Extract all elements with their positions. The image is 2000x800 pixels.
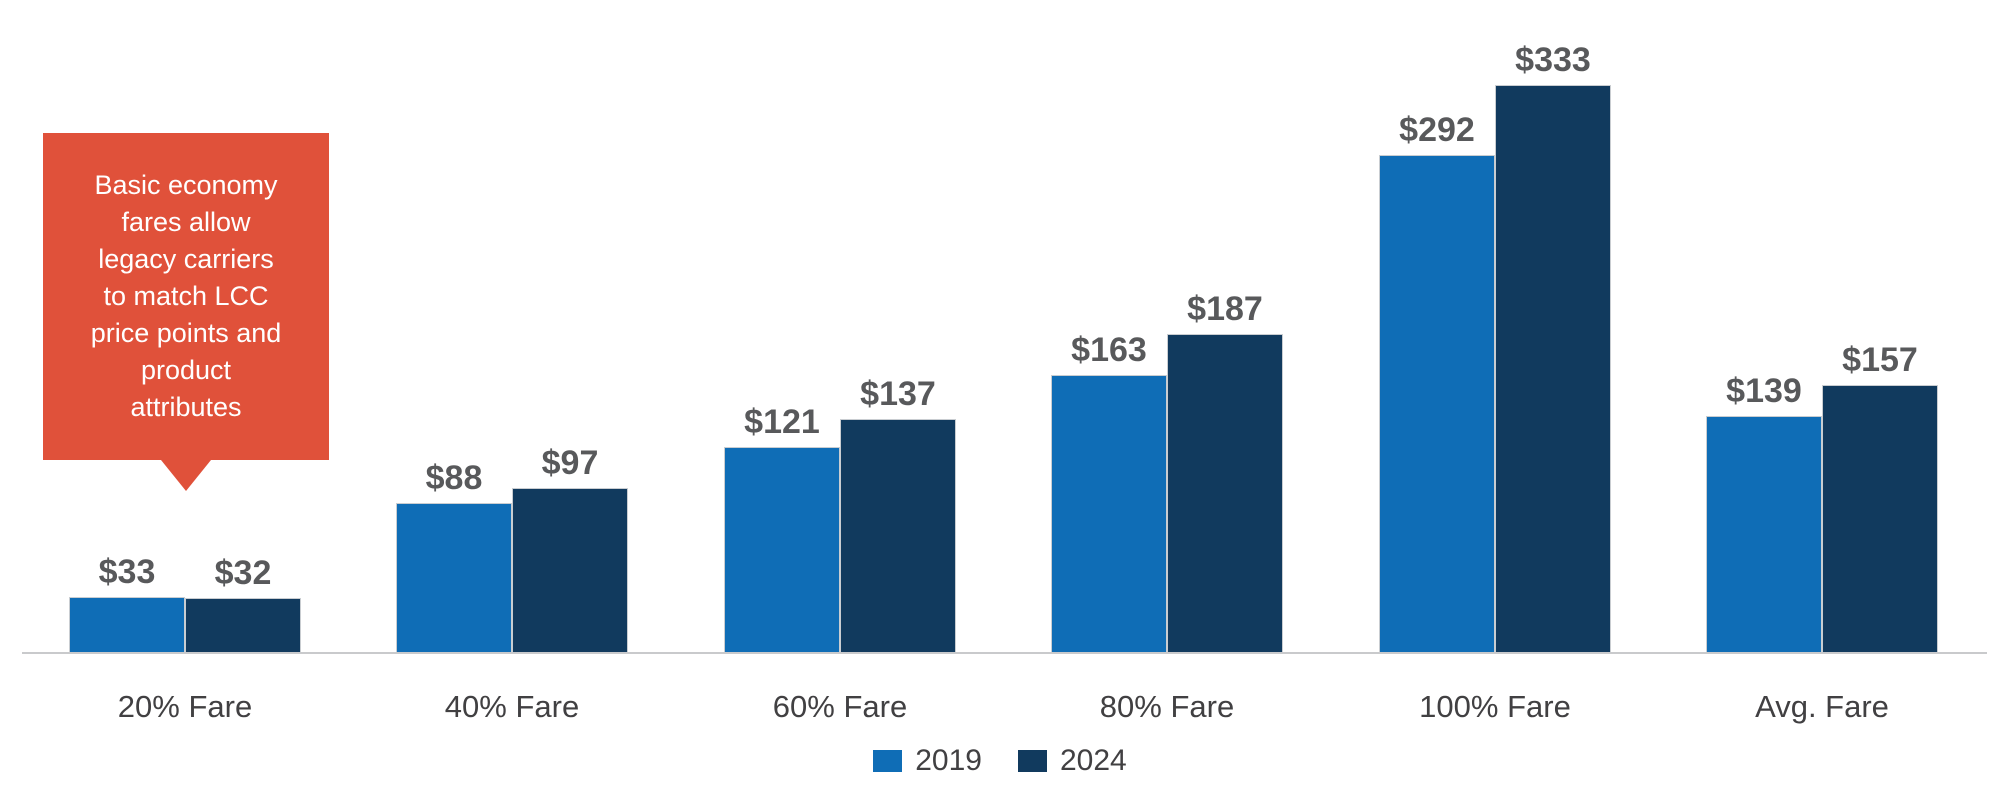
bar-2019-60-fare: $121 — [724, 403, 840, 653]
bar-value-label: $333 — [1515, 41, 1591, 79]
legend-swatch-2019 — [873, 750, 903, 772]
bar-2024-avg-fare: $157 — [1822, 341, 1938, 653]
x-axis-label-80-fare: 80% Fare — [1099, 689, 1235, 724]
bar-value-label: $163 — [1071, 331, 1147, 369]
bar-value-label: $137 — [860, 375, 936, 413]
bar-2024-100-fare: $333 — [1495, 41, 1611, 653]
callout-annotation: Basic economy fares allow legacy carrier… — [43, 133, 329, 491]
bar-2024-40-fare: $97 — [512, 444, 628, 653]
bar-2019-20-fare: $33 — [69, 553, 185, 653]
x-axis-label-avg-fare: Avg. Fare — [1755, 689, 1889, 724]
bar-value-label: $157 — [1842, 341, 1918, 379]
bar-2024-60-fare: $137 — [840, 375, 956, 653]
legend-swatch-2024 — [1018, 750, 1047, 772]
legend-item-2019: 2019 — [873, 744, 982, 778]
bar-value-label: $32 — [214, 554, 272, 592]
x-axis-label-100-fare: 100% Fare — [1419, 689, 1571, 724]
bar-value-label: $187 — [1187, 290, 1263, 328]
x-axis-baseline — [22, 652, 1987, 654]
legend-label-2019: 2019 — [915, 744, 982, 777]
x-axis-label-20-fare: 20% Fare — [117, 689, 253, 724]
bar-value-label: $121 — [744, 403, 820, 441]
bar-2024-20-fare: $32 — [185, 554, 301, 653]
bar-value-label: $292 — [1399, 111, 1475, 149]
x-axis-label-40-fare: 40% Fare — [444, 689, 580, 724]
legend: 2019 2024 — [0, 744, 2000, 778]
legend-item-2024: 2024 — [1018, 744, 1127, 778]
bar-2019-80-fare: $163 — [1051, 331, 1167, 653]
callout-pointer-icon — [161, 460, 211, 491]
bar-value-label: $33 — [98, 553, 156, 591]
legend-label-2024: 2024 — [1060, 744, 1127, 777]
bar-2019-40-fare: $88 — [396, 459, 512, 653]
bar-value-label: $139 — [1726, 372, 1802, 410]
callout-text: Basic economy fares allow legacy carrier… — [90, 170, 282, 422]
x-axis-label-60-fare: 60% Fare — [772, 689, 908, 724]
bar-2019-100-fare: $292 — [1379, 111, 1495, 653]
bar-value-label: $97 — [541, 444, 599, 482]
bar-2024-80-fare: $187 — [1167, 290, 1283, 653]
bar-2019-avg-fare: $139 — [1706, 372, 1822, 653]
bar-value-label: $88 — [425, 459, 483, 497]
